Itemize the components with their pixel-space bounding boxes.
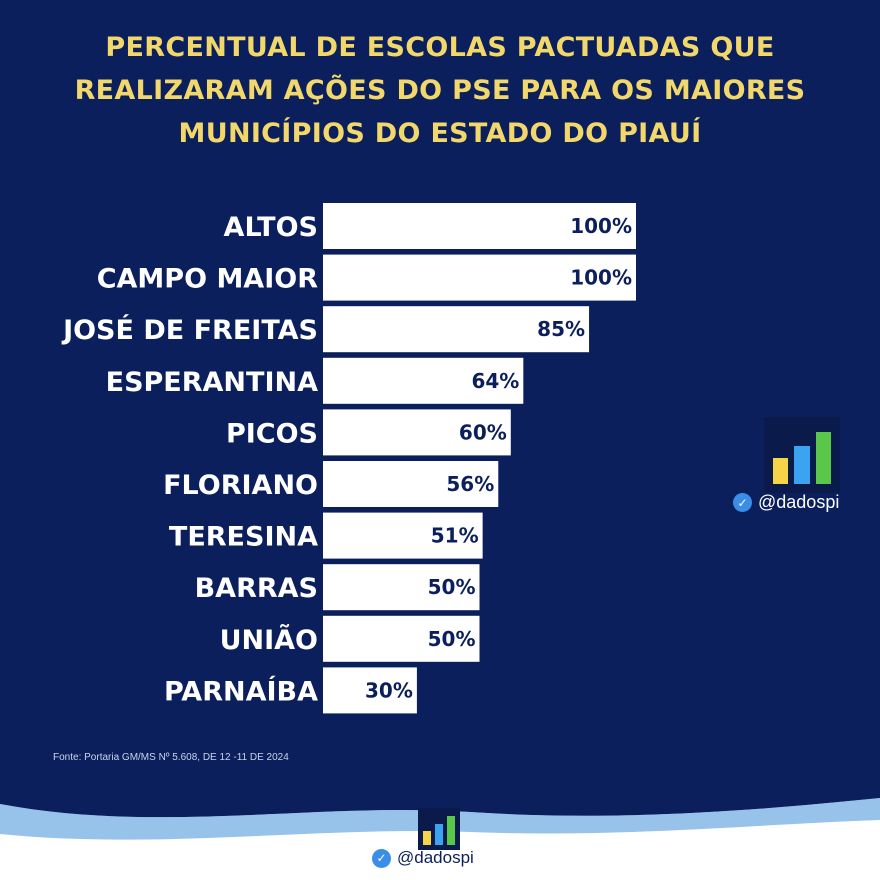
category-label-2: JOSÉ DE FREITAS (61, 314, 318, 346)
bar-4 (323, 409, 511, 456)
logo-bar-1 (434, 824, 444, 845)
bar-3 (323, 357, 524, 404)
source-note: Fonte: Portaria GM/MS Nº 5.608, DE 12 -1… (53, 752, 289, 763)
footer-verified-badge-icon: ✓ (372, 848, 391, 868)
bar-5 (323, 461, 499, 507)
category-label-1: CAMPO MAIOR (97, 264, 318, 295)
brand-handle[interactable]: ✓ @dadospi (733, 492, 839, 513)
logo-bar-2 (446, 816, 455, 845)
value-label-5: 56% (446, 472, 494, 496)
category-label-9: PARNAÍBA (164, 675, 318, 707)
bar-7 (323, 564, 480, 611)
value-label-2: 85% (537, 317, 585, 341)
footer-brand-handle[interactable]: ✓ @dadospi (372, 848, 474, 868)
category-label-5: FLORIANO (163, 470, 318, 501)
logo-bar-0 (423, 830, 432, 845)
logo-bar-0 (773, 457, 789, 484)
logo-bar-1 (794, 446, 810, 484)
title-line-1: PERCENTUAL DE ESCOLAS PACTUADAS QUE (105, 32, 775, 63)
bar-0 (323, 203, 636, 249)
brand-handle-text: @dadospi (758, 492, 840, 512)
value-label-3: 64% (471, 369, 519, 393)
bar-6 (323, 512, 483, 559)
category-label-6: TERESINA (169, 522, 318, 553)
value-label-0: 100% (570, 214, 632, 238)
footer-brand-logo (418, 808, 460, 850)
footer-brand-handle-text: @dadospi (397, 848, 474, 867)
category-label-3: ESPERANTINA (106, 367, 318, 398)
bar-1 (323, 254, 636, 301)
verified-badge-icon: ✓ (733, 493, 752, 512)
bar-8 (323, 615, 480, 662)
title-line-2: REALIZARAM AÇÕES DO PSE PARA OS MAIORES (74, 75, 806, 106)
value-label-4: 60% (459, 420, 507, 444)
value-label-9: 30% (365, 678, 413, 702)
category-label-0: ALTOS (224, 212, 318, 243)
category-label-8: UNIÃO (220, 624, 318, 656)
bar-9 (323, 667, 417, 714)
value-label-8: 50% (428, 627, 476, 651)
value-label-6: 51% (431, 524, 479, 548)
logo-bar-2 (815, 431, 831, 484)
bar-chart: ALTOS 100% CAMPO MAIOR 100% JOSÉ DE FREITAS 8… (61, 203, 636, 714)
value-label-1: 100% (570, 266, 632, 290)
bar-2 (323, 306, 590, 353)
chart-title: PERCENTUAL DE ESCOLAS PACTUADAS QUE REAL… (40, 26, 840, 155)
category-label-4: PICOS (226, 418, 318, 449)
category-label-7: BARRAS (195, 573, 318, 604)
title-line-3: MUNICÍPIOS DO ESTADO DO PIAUÍ (178, 118, 702, 149)
brand-logo (764, 417, 840, 493)
value-label-7: 50% (428, 575, 476, 599)
